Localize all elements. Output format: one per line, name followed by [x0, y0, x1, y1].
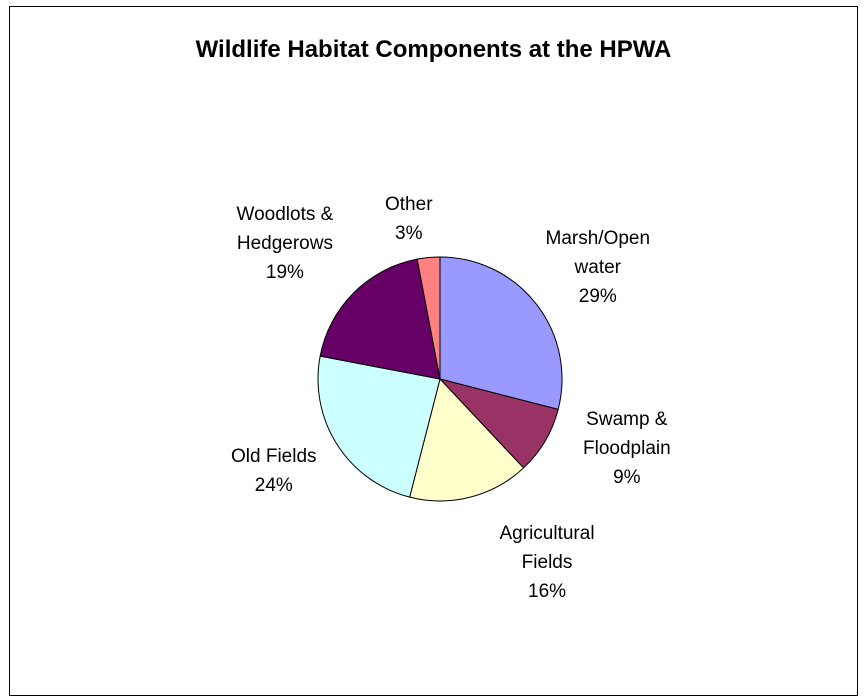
slice-name-label: Marsh/Open [545, 227, 651, 249]
slice-name-label: Fields [521, 551, 573, 573]
slice-percent-label: 24% [254, 475, 293, 496]
slice-label-5: Other 3% [385, 190, 433, 248]
slice-percent-label: 29% [578, 285, 617, 307]
slice-label-0: Marsh/Open water 29% [546, 224, 651, 311]
slice-name-label: Swamp & [586, 408, 668, 430]
slice-label-4: Woodlots & Hedgerows 19% [237, 200, 334, 287]
slice-percent-label: 9% [613, 466, 641, 488]
slice-name-label: Woodlots & [236, 203, 334, 225]
pie-slice-3 [317, 355, 441, 498]
slice-name-label: water [574, 256, 621, 278]
pie-slice-4 [319, 258, 441, 380]
slice-label-2: Agricultural Fields 16% [500, 519, 595, 606]
slice-name-label: Floodplain [583, 437, 671, 459]
slice-percent-label: 16% [528, 580, 567, 602]
slice-percent-label: 19% [265, 261, 304, 283]
slice-label-1: Swamp & Floodplain 9% [583, 405, 671, 492]
pie-slice-0 [439, 256, 563, 410]
chart-title: Wildlife Habitat Components at the HPWA [195, 36, 672, 63]
slice-name-label: Agricultural [499, 522, 595, 544]
slice-name-label: Old Fields [231, 446, 317, 467]
slice-label-3: Old Fields 24% [231, 442, 317, 500]
pie-slice-2 [409, 377, 525, 502]
slice-name-label: Hedgerows [236, 232, 333, 254]
pie-slice-5 [416, 256, 441, 380]
slice-name-label: Other [385, 194, 433, 215]
pie-chart [317, 256, 563, 502]
slice-percent-label: 3% [395, 223, 423, 244]
